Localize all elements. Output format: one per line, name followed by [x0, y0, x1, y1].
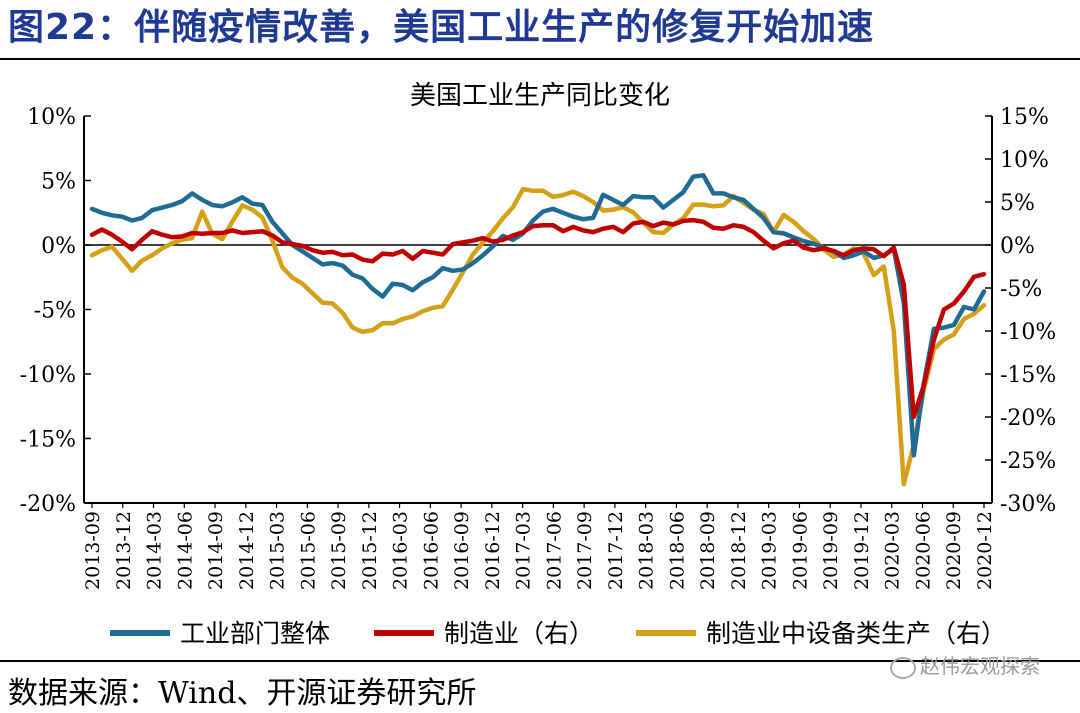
legend-label-3: 制造业中设备类生产（右）: [706, 619, 1006, 648]
x-tick-label: 2014-09: [205, 511, 227, 590]
x-tick-label: 2016-03: [390, 511, 412, 590]
x-tick-label: 2016-09: [451, 511, 473, 590]
x-tick-label: 2015-03: [267, 511, 289, 590]
x-tick-label: 2016-12: [482, 511, 504, 590]
footer-divider: [0, 660, 1080, 662]
x-tick-label: 2014-03: [144, 511, 166, 590]
wechat-icon: [890, 656, 916, 679]
x-tick-label: 2015-06: [297, 511, 319, 590]
y-right-tick-label: -25%: [1000, 449, 1056, 474]
x-tick-label: 2017-06: [543, 511, 565, 590]
x-tick-label: 2017-12: [605, 511, 627, 590]
y-left-tick-label: 5%: [41, 170, 76, 195]
line-chart: 美国工业生产同比变化 10% 5% 0% -5% -10% -15% -20% 15% 10% 5…: [20, 81, 1057, 648]
x-tick-label: 2020-06: [912, 511, 934, 590]
x-tick-label: 2018-12: [728, 511, 750, 590]
x-tick-label: 2017-03: [513, 511, 535, 590]
y-right-tick-label: 10%: [1000, 148, 1049, 173]
x-tick-label: 2019-09: [820, 511, 842, 590]
series-line-3: [89, 186, 987, 487]
series-line-2: [89, 217, 987, 420]
series-line-1: [89, 173, 987, 458]
x-tick-label: 2019-12: [851, 511, 873, 590]
x-tick-label: 2020-09: [943, 511, 965, 590]
legend-label-1: 工业部门整体: [180, 619, 330, 648]
legend-label-2: 制造业（右）: [444, 619, 594, 648]
chart-title: 美国工业生产同比变化: [410, 81, 670, 111]
y-right-tick-label: -15%: [1000, 363, 1056, 388]
y-left-tick-label: -20%: [20, 492, 76, 517]
x-tick-label: 2019-06: [789, 511, 811, 590]
x-tick-label: 2017-09: [574, 511, 596, 590]
y-left-tick-label: -10%: [20, 363, 76, 388]
y-right-tick-label: 5%: [1000, 191, 1035, 216]
x-tick-label: 2015-09: [328, 511, 350, 590]
x-tick-label: 2020-03: [882, 511, 904, 590]
y-right-tick-label: 15%: [1000, 105, 1049, 130]
y-left-tick-label: 10%: [27, 105, 76, 130]
y-right-tick-label: -10%: [1000, 320, 1056, 345]
x-tick-label: 2018-03: [636, 511, 658, 590]
x-tick-label: 2013-09: [82, 511, 104, 590]
watermark-text: 赵伟宏观探索: [920, 654, 1040, 678]
x-tick-label: 2014-06: [174, 511, 196, 590]
title-divider: [0, 58, 1080, 60]
source-note: 数据来源：Wind、开源证券研究所: [8, 676, 477, 711]
x-tick-label: 2019-03: [759, 511, 781, 590]
x-tick-label: 2015-12: [359, 511, 381, 590]
y-right-tick-label: 0%: [1000, 234, 1035, 259]
figure-title: 图22：伴随疫情改善，美国工业生产的修复开始加速: [8, 7, 875, 48]
x-tick-label: 2013-12: [113, 511, 135, 590]
y-right-tick-label: -20%: [1000, 406, 1056, 431]
watermark: 赵伟宏观探索: [890, 650, 1040, 679]
x-tick-label: 2018-09: [697, 511, 719, 590]
x-tick-label: 2020-12: [974, 511, 996, 590]
y-right-tick-label: -30%: [1000, 492, 1056, 517]
y-left-tick-label: -15%: [20, 428, 76, 453]
y-left-tick-label: 0%: [41, 234, 76, 259]
x-tick-label: 2018-06: [666, 511, 688, 590]
y-left-tick-label: -5%: [34, 299, 76, 324]
x-tick-label: 2014-12: [236, 511, 258, 590]
x-tick-label: 2016-06: [420, 511, 442, 590]
y-right-tick-label: -5%: [1000, 277, 1042, 302]
